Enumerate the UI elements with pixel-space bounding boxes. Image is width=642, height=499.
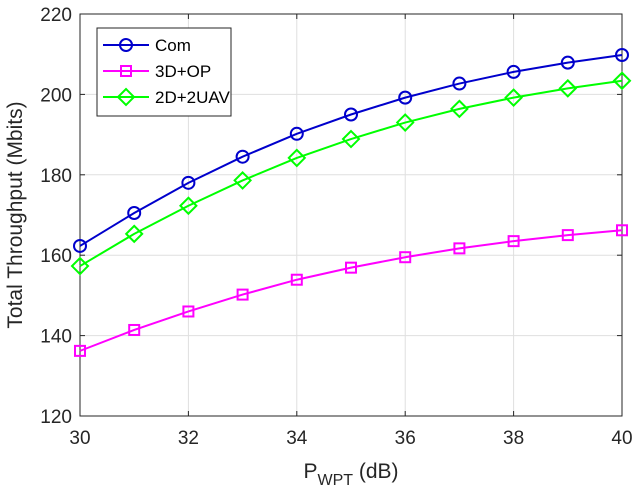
series-3d-op: [74, 224, 628, 357]
y-tick-label: 160: [40, 246, 72, 267]
plot-frame: [79, 13, 623, 417]
x-axis-label-unit: (dB): [353, 460, 399, 483]
data-point-com: [181, 175, 196, 190]
data-point-com: [289, 126, 304, 141]
x-axis-label-main: P: [303, 460, 317, 483]
legend: Com 3D+OP 2D+2UAV: [96, 27, 232, 117]
legend-entry-3d-op: 3D+OP: [103, 62, 211, 81]
series-line-com: [79, 54, 623, 247]
axis-ticks: [79, 13, 623, 417]
data-point-com: [560, 55, 575, 70]
x-tick-label: 30: [69, 428, 90, 449]
x-tick-label: 38: [503, 428, 524, 449]
legend-label-com: Com: [155, 36, 191, 55]
legend-marker-com: [119, 38, 133, 52]
series-2d-2uav: [70, 71, 632, 276]
series-line-3d-op: [79, 229, 623, 352]
x-axis-label: PWPT (dB): [303, 460, 398, 489]
data-point-3d-op: [453, 242, 466, 255]
legend-marker-2d-2uav: [116, 87, 136, 107]
data-point-com: [615, 48, 629, 63]
y-tick-labels: 120 140 160 180 200 220: [40, 5, 72, 428]
data-point-com: [506, 64, 521, 79]
x-tick-label: 32: [178, 428, 199, 449]
x-tick-label: 36: [395, 428, 416, 449]
y-tick-label: 220: [40, 5, 72, 26]
data-point-3d-op: [399, 251, 412, 264]
legend-entry-2d-2uav: 2D+2UAV: [103, 87, 230, 107]
y-axis-label: Total Throughput (Mbits): [4, 101, 27, 328]
data-point-2d-2uav: [341, 129, 361, 149]
data-point-2d-2uav: [70, 256, 90, 276]
data-point-2d-2uav: [233, 171, 253, 190]
data-point-2d-2uav: [395, 113, 415, 132]
legend-label-2d-2uav: 2D+2UAV: [155, 88, 230, 107]
data-point-3d-op: [236, 288, 249, 301]
data-point-3d-op: [507, 235, 520, 248]
x-tick-labels: 30 32 34 36 38 40: [69, 428, 632, 449]
data-point-com: [73, 238, 87, 253]
data-point-2d-2uav: [612, 71, 632, 91]
x-tick-label: 34: [286, 428, 308, 449]
y-tick-label: 140: [40, 327, 72, 348]
x-axis-label-subscript: WPT: [317, 472, 353, 489]
data-point-3d-op: [128, 323, 141, 336]
data-point-3d-op: [182, 305, 195, 318]
y-tick-label: 180: [40, 166, 72, 187]
series-line-2d-2uav: [79, 79, 623, 267]
data-point-2d-2uav: [449, 99, 469, 119]
data-point-3d-op: [345, 261, 357, 274]
series-layer: [70, 48, 632, 357]
data-point-com: [344, 107, 358, 122]
series-com: [73, 48, 629, 253]
data-point-3d-op: [616, 224, 628, 237]
legend-marker-3d-op: [120, 65, 132, 77]
data-point-2d-2uav: [504, 88, 524, 108]
data-point-com: [452, 76, 467, 91]
data-point-2d-2uav: [178, 196, 198, 216]
data-point-com: [398, 90, 413, 105]
data-point-3d-op: [561, 229, 574, 242]
data-point-2d-2uav: [124, 224, 144, 244]
data-point-3d-op: [290, 273, 303, 286]
data-point-2d-2uav: [558, 78, 578, 98]
data-point-com: [235, 149, 250, 164]
data-point-2d-2uav: [287, 148, 307, 168]
y-tick-label: 200: [40, 85, 72, 106]
x-tick-label: 40: [611, 428, 632, 449]
y-tick-label: 120: [40, 407, 72, 428]
data-point-3d-op: [74, 344, 86, 357]
data-point-com: [127, 205, 142, 220]
legend-label-3d-op: 3D+OP: [155, 62, 211, 81]
legend-entry-com: Com: [103, 36, 191, 55]
